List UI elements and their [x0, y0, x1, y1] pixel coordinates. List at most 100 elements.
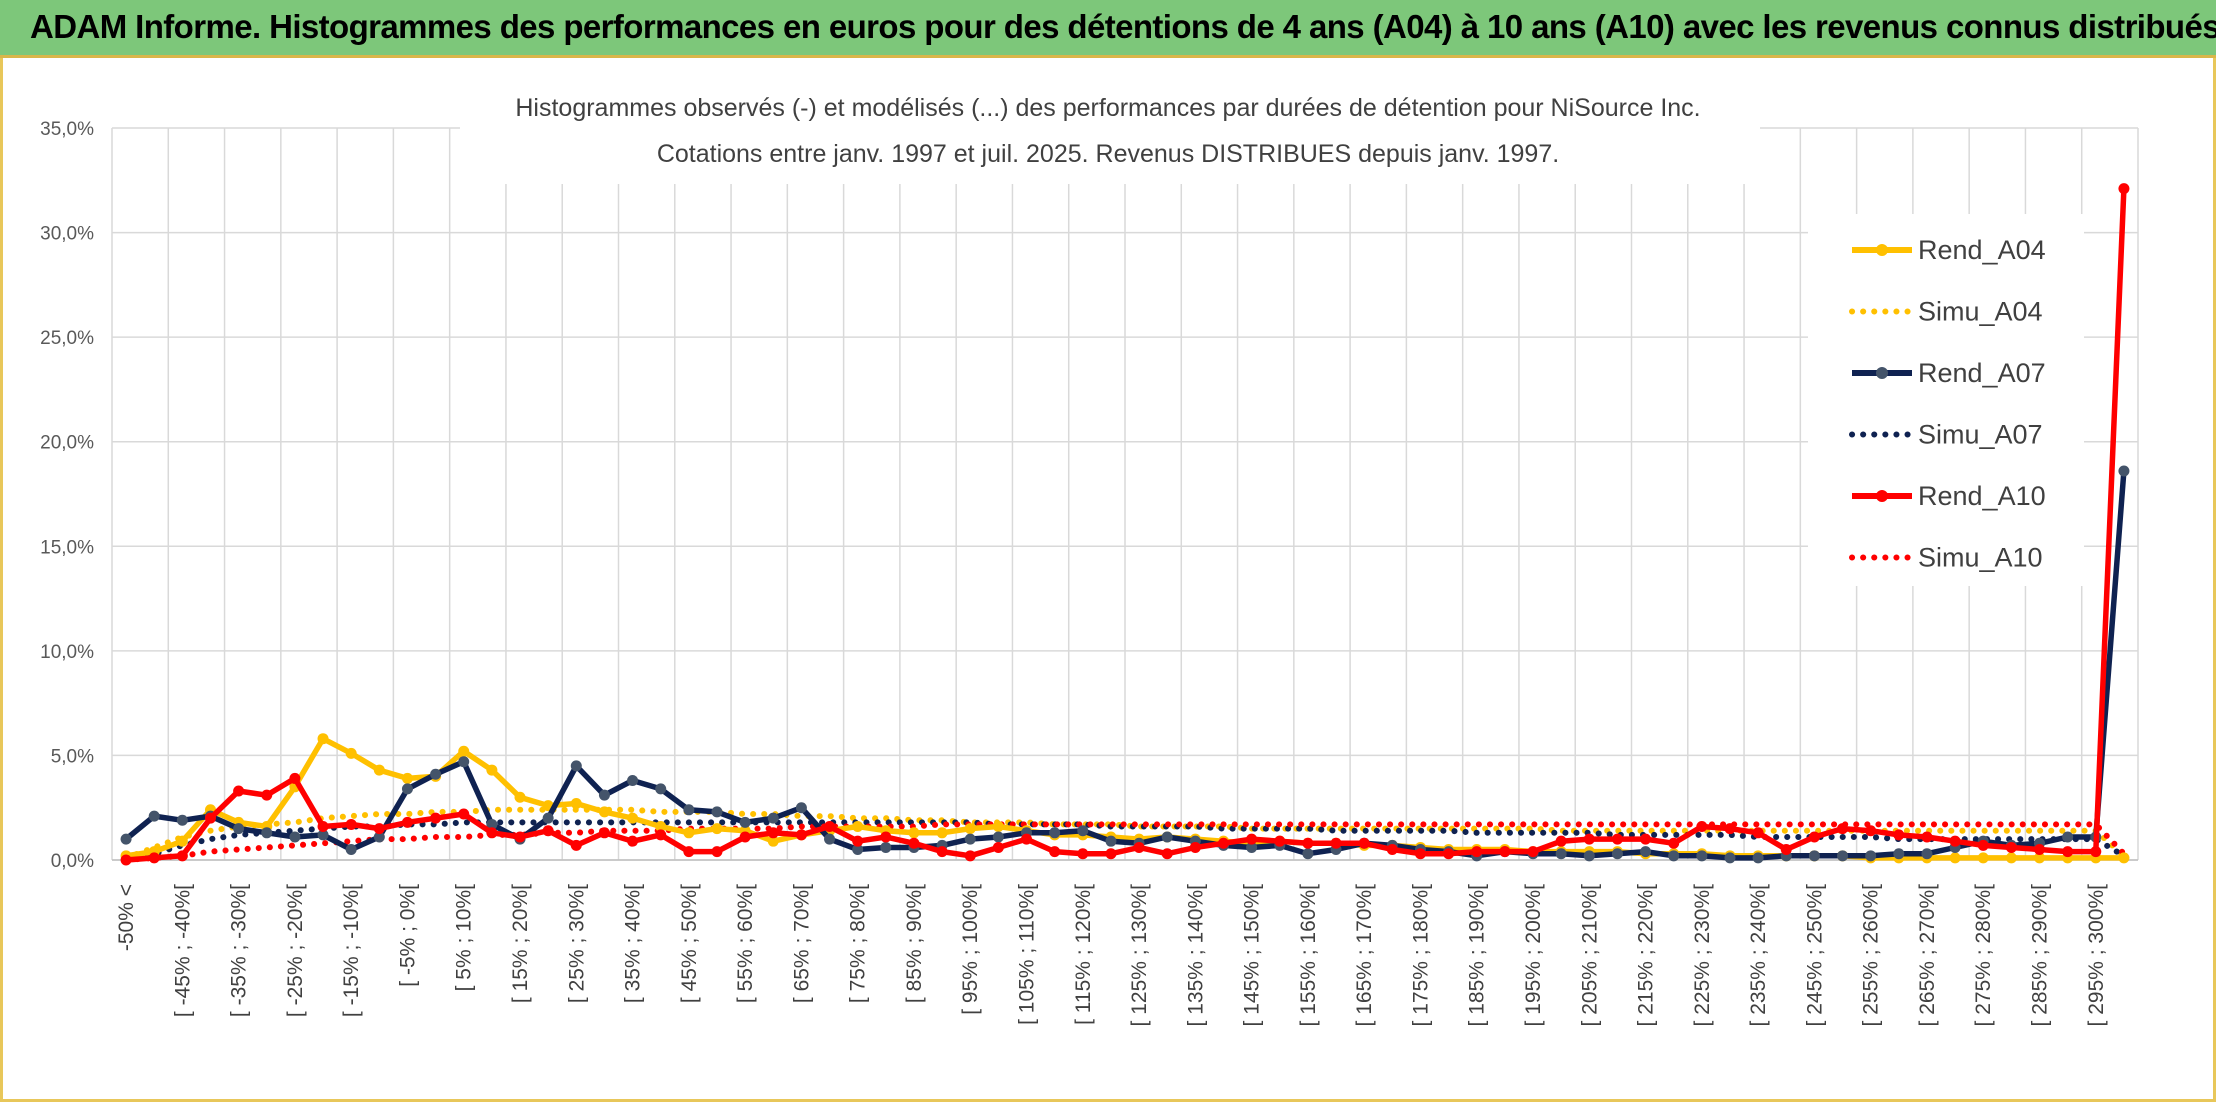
data-point — [1414, 848, 1426, 860]
x-tick-label: [ 15% ; 20%[ — [509, 884, 532, 1003]
data-point — [1161, 831, 1173, 843]
data-point — [1949, 852, 1961, 864]
data-point — [373, 831, 385, 843]
data-point — [1611, 848, 1623, 860]
y-tick-label: 5,0% — [51, 746, 94, 767]
chart-subtitle: Cotations entre janv. 1997 et juil. 2025… — [657, 140, 1559, 168]
data-point — [1443, 848, 1455, 860]
data-point — [908, 837, 920, 849]
data-point — [317, 829, 329, 841]
x-tick-label: [ -5% ; 0%[ — [396, 884, 419, 987]
report-banner: ADAM Informe. Histogrammes des performan… — [0, 0, 2216, 58]
x-tick-label: -50% < — [115, 884, 138, 951]
legend-item-Simu_A07: Simu_A07 — [1849, 420, 2043, 450]
x-tick-label: [ -15% ; -10%[ — [340, 884, 363, 1017]
legend-marker — [1876, 367, 1888, 379]
x-tick-label: [ 255% ; 260%[ — [1860, 884, 1883, 1027]
data-point — [2118, 183, 2130, 195]
x-axis-tick-labels: -50% < [ -45% ; -40%[[ -35% ; -30%[[ -25%… — [115, 884, 2108, 1027]
data-point — [795, 829, 807, 841]
x-tick-label: [ 75% ; 80%[ — [847, 884, 870, 1003]
data-point — [345, 844, 357, 856]
data-point — [486, 764, 498, 776]
data-point — [2034, 844, 2046, 856]
data-point — [767, 812, 779, 824]
x-tick-label: [ 25% ; 30%[ — [565, 884, 588, 1003]
data-point — [148, 810, 160, 822]
x-tick-label: [ 125% ; 130%[ — [1128, 884, 1151, 1027]
y-tick-label: 15,0% — [40, 537, 94, 558]
legend-item-Rend_A04: Rend_A04 — [1852, 235, 2046, 265]
x-tick-label: [ 275% ; 280%[ — [1972, 884, 1995, 1027]
data-point — [767, 835, 779, 847]
data-point — [2118, 465, 2130, 477]
x-tick-label: [ 295% ; 300%[ — [2085, 884, 2108, 1027]
data-point — [1865, 825, 1877, 837]
x-tick-label: [ 135% ; 140%[ — [1184, 884, 1207, 1027]
data-point — [1049, 827, 1061, 839]
data-point — [1583, 850, 1595, 862]
data-point — [430, 768, 442, 780]
data-point — [1724, 852, 1736, 864]
data-point — [120, 833, 132, 845]
x-tick-label: [ 265% ; 270%[ — [1916, 884, 1939, 1027]
data-point — [1358, 837, 1370, 849]
x-tick-label: [ 145% ; 150%[ — [1241, 884, 1264, 1027]
data-point — [1724, 823, 1736, 835]
x-tick-label: [ 85% ; 90%[ — [903, 884, 926, 1003]
data-point — [458, 808, 470, 820]
data-point — [2034, 852, 2046, 864]
data-point — [1499, 846, 1511, 858]
data-point — [458, 745, 470, 757]
data-point — [1555, 835, 1567, 847]
x-tick-label: [ 165% ; 170%[ — [1353, 884, 1376, 1027]
x-tick-label: [ 245% ; 250%[ — [1803, 884, 1826, 1027]
data-point — [1808, 850, 1820, 862]
legend-item-Simu_A04: Simu_A04 — [1849, 297, 2043, 327]
data-point — [2005, 852, 2017, 864]
series-line — [123, 821, 2127, 863]
data-point — [176, 814, 188, 826]
data-point — [401, 772, 413, 784]
data-point — [908, 827, 920, 839]
chart-title-background — [460, 84, 1760, 184]
data-point — [683, 804, 695, 816]
data-point — [824, 821, 836, 833]
data-point — [1555, 848, 1567, 860]
x-tick-label: [ 185% ; 190%[ — [1466, 884, 1489, 1027]
legend-marker — [1876, 244, 1888, 256]
data-point — [683, 846, 695, 858]
data-point — [261, 827, 273, 839]
data-point — [964, 833, 976, 845]
data-point — [1696, 850, 1708, 862]
data-point — [627, 775, 639, 787]
data-point — [120, 854, 132, 866]
x-tick-label: [ 215% ; 220%[ — [1635, 884, 1658, 1027]
data-point — [1049, 846, 1061, 858]
data-point — [1386, 844, 1398, 856]
data-point — [992, 841, 1004, 853]
data-point — [1217, 837, 1229, 849]
data-point — [570, 839, 582, 851]
data-point — [1837, 850, 1849, 862]
data-point — [317, 733, 329, 745]
data-point — [458, 756, 470, 768]
data-point — [1837, 823, 1849, 835]
data-point — [598, 827, 610, 839]
data-point — [711, 806, 723, 818]
legend-label: Simu_A04 — [1918, 297, 2043, 327]
x-tick-label: [ 115% ; 120%[ — [1072, 884, 1095, 1025]
data-point — [1921, 831, 1933, 843]
legend-item-Rend_A10: Rend_A10 — [1852, 481, 2046, 511]
data-point — [373, 764, 385, 776]
data-point — [1302, 837, 1314, 849]
data-point — [1921, 848, 1933, 860]
legend-label: Simu_A07 — [1918, 420, 2043, 450]
data-point — [1471, 846, 1483, 858]
chart-series — [120, 183, 2130, 866]
data-point — [261, 789, 273, 801]
data-point — [514, 791, 526, 803]
data-point — [1246, 841, 1258, 853]
x-tick-label: [ -35% ; -30%[ — [228, 884, 251, 1017]
